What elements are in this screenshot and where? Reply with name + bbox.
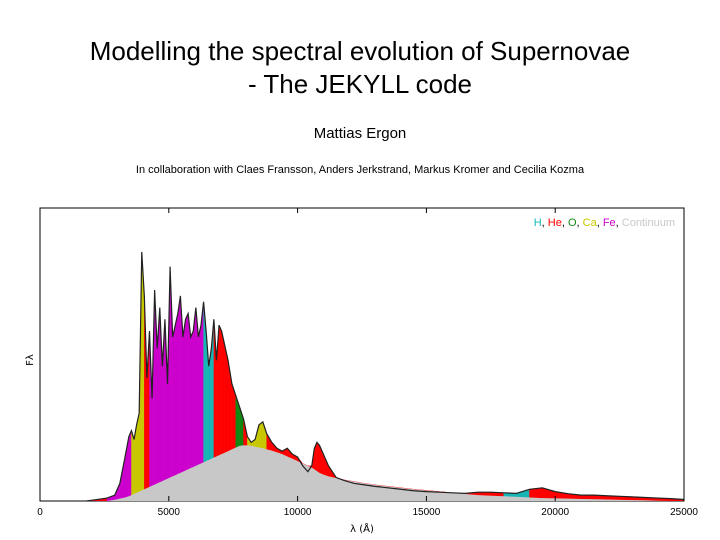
legend-entry: He: [548, 217, 562, 229]
element-band-segment: [218, 325, 222, 456]
element-band-segment: [580, 494, 595, 500]
spectrum-bands: [86, 251, 684, 501]
element-band-segment: [185, 313, 189, 471]
element-band-segment: [177, 295, 181, 475]
legend-separator: ,: [562, 217, 568, 229]
total-spectrum-line: [86, 251, 684, 501]
collaboration-note: In collaboration with Claes Fransson, An…: [135, 164, 585, 176]
x-tick-label: 20000: [541, 507, 569, 518]
element-band-segment: [190, 330, 194, 469]
element-band-segment: [172, 325, 176, 477]
legend-separator: ,: [597, 217, 603, 229]
spectrum-chart: 0 5000 10000 15000 20000 25000 λ (Å) Fλ H, He…: [25, 207, 698, 535]
x-tick-label: 5000: [158, 507, 181, 518]
legend-separator: ,: [577, 217, 583, 229]
legend-separator: ,: [616, 217, 622, 229]
y-axis-label: Fλ: [25, 354, 36, 366]
x-tick-label: 10000: [284, 507, 312, 518]
legend-entry: Ca: [583, 217, 598, 229]
slide-title-line1: Modelling the spectral evolution of Supe…: [89, 36, 631, 66]
x-tick-label: 25000: [670, 507, 698, 518]
continuum-area: [86, 445, 684, 501]
element-band-segment: [316, 441, 320, 474]
slide-title-line2: - The JEKYLL code: [247, 69, 473, 99]
author-name: Mattias Ergon: [313, 125, 407, 142]
element-band-segment: [128, 430, 132, 497]
legend: H, He, O, Ca, Fe, Continuum: [534, 217, 675, 229]
legend-entry: Continuum: [622, 217, 675, 229]
element-band-segment: [175, 313, 179, 476]
element-band-segment: [258, 421, 264, 449]
x-tick-label: 0: [37, 507, 43, 518]
legend-entry: H: [534, 217, 542, 229]
legend-separator: ,: [542, 217, 548, 229]
element-band-segment: [131, 430, 135, 496]
element-band-segment: [182, 319, 186, 473]
legend-entry: Fe: [603, 217, 616, 229]
x-axis-ticks: 0 5000 10000 15000 20000 25000: [37, 208, 698, 518]
element-band-segment: [221, 331, 225, 455]
element-band-segment: [198, 325, 202, 465]
x-axis-label: λ (Å): [350, 522, 374, 535]
legend-entry: O: [568, 217, 577, 229]
x-tick-label: 15000: [412, 507, 440, 518]
